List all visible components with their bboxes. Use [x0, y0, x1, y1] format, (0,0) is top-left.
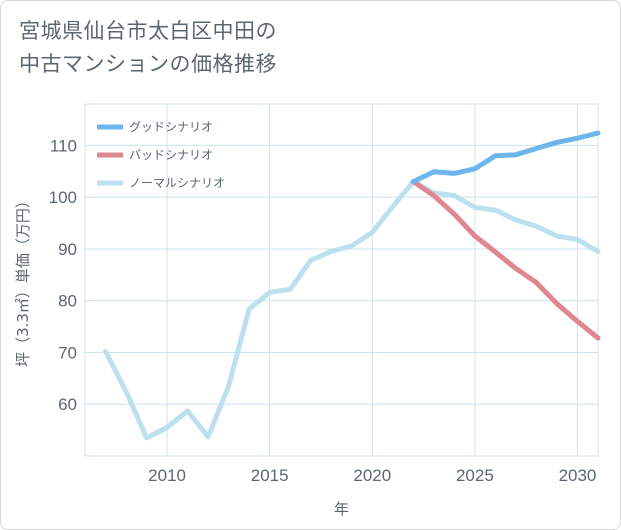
legend-label: バッドシナリオ: [129, 148, 213, 162]
x-tick-label: 2010: [148, 466, 186, 485]
chart-title-line2: 中古マンションの価格推移: [19, 52, 277, 76]
chart-title: 宮城県仙台市太白区中田の 中古マンションの価格推移: [19, 15, 579, 81]
legend-label: グッドシナリオ: [129, 120, 213, 134]
series-line-0: [410, 130, 601, 185]
x-tick-label: 2020: [353, 466, 391, 485]
y-tick-label: 110: [50, 136, 77, 155]
y-tick-labels: 60 70 80 90 100 110: [49, 136, 77, 414]
plot-border: [84, 103, 599, 457]
y-axis-label: 坪（3.3㎡）単価（万円）: [14, 193, 32, 367]
series-line-2: [103, 179, 601, 441]
x-tick-label: 2015: [251, 466, 289, 485]
legend-label: ノーマルシナリオ: [129, 176, 225, 190]
y-tick-label: 100: [49, 188, 77, 207]
x-tick-labels: 2010 2015 2020 2025 2030: [148, 466, 596, 485]
x-tick-label: 2030: [559, 466, 597, 485]
chart-title-line1: 宮城県仙台市太白区中田の: [19, 19, 277, 43]
y-tick-label: 70: [58, 343, 77, 362]
y-tick-label: 90: [58, 240, 77, 259]
x-tick-label: 2025: [456, 466, 494, 485]
grid-lines: [84, 103, 599, 457]
y-tick-label: 60: [58, 395, 77, 414]
series-line-1: [410, 179, 601, 341]
y-tick-label: 80: [58, 292, 77, 311]
x-axis-label: 年: [334, 500, 349, 518]
series-lines: [103, 130, 601, 441]
